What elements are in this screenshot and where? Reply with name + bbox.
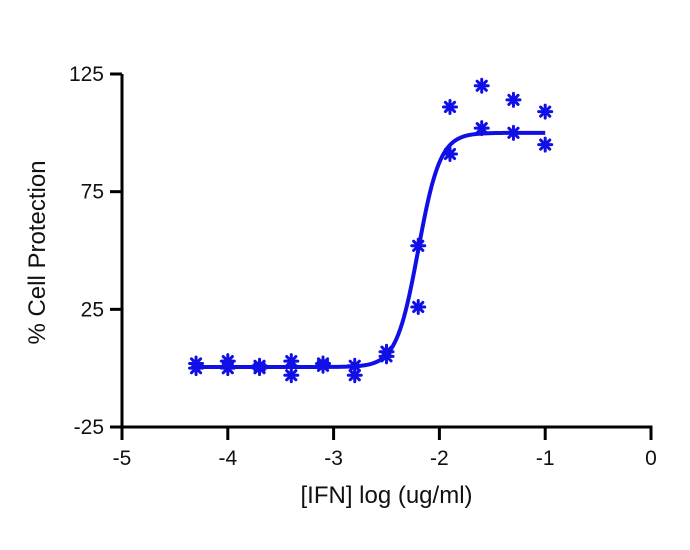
axes [120,74,653,429]
data-point [410,298,427,315]
data-point [188,360,205,377]
data-point [315,357,332,374]
data-point [378,348,395,365]
data-point [283,367,300,384]
data-point [505,91,522,108]
data-point [283,353,300,370]
data-point [441,98,458,115]
y-tick-label: 75 [81,181,104,204]
data-point [410,237,427,254]
data-point [441,146,458,163]
y-tick-label: 25 [81,298,104,321]
x-axis-title: [IFN] log (ug/ml) [300,482,472,509]
data-points [188,77,554,384]
data-point [251,360,268,377]
y-tick-label: -25 [74,416,104,439]
fit-curve [195,130,546,369]
x-tick-label: -1 [536,447,555,470]
y-tick-label: 125 [69,63,104,86]
data-point [537,136,554,153]
data-point [537,103,554,120]
data-point [473,120,490,137]
data-point [346,357,363,374]
x-tick-label: -3 [324,447,343,470]
x-tick-label: -4 [218,447,237,470]
data-point [505,124,522,141]
x-tick-label: -5 [113,447,132,470]
data-point [473,77,490,94]
y-axis-title: % Cell Protection [24,160,51,344]
data-point [346,367,363,384]
x-tick-label: 0 [645,447,657,470]
data-point [219,360,236,377]
y-ticks: -25 25 75 125 [69,63,122,439]
x-tick-label: -2 [430,447,449,470]
x-ticks: -5 -4 -3 -2 -1 0 [113,427,657,470]
